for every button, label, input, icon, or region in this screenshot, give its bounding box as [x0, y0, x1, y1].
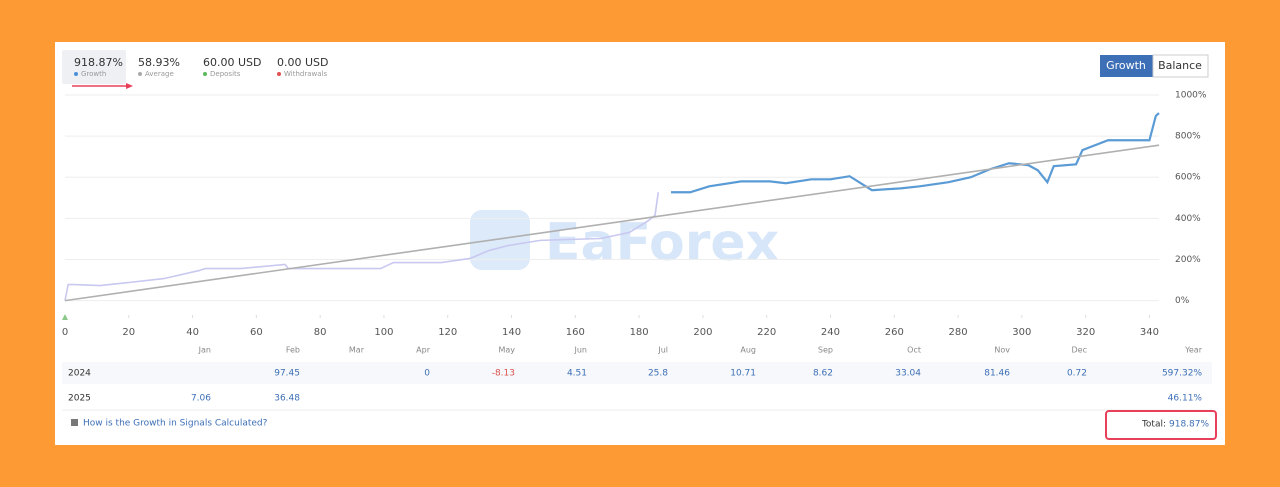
- x-tick-label: 0: [62, 327, 68, 338]
- y-tick-label: 400%: [1175, 214, 1201, 224]
- y-tick-label: 200%: [1175, 255, 1201, 265]
- stat-dot: [203, 72, 207, 76]
- month-header: Oct: [907, 346, 921, 355]
- x-tick-label: 120: [438, 327, 457, 338]
- series-line: [671, 112, 1160, 194]
- watermark-logo: [470, 210, 530, 270]
- stat-value: 0.00 USD: [277, 56, 329, 69]
- button-label[interactable]: Balance: [1158, 59, 1202, 72]
- table-cell: 25.8: [648, 369, 668, 379]
- x-tick-label: 200: [693, 327, 712, 338]
- help-link[interactable]: How is the Growth in Signals Calculated?: [83, 419, 268, 429]
- month-header: Apr: [416, 346, 431, 355]
- row-year: 2024: [68, 369, 91, 379]
- highlight-box: [1105, 410, 1217, 440]
- start-marker: [62, 314, 68, 320]
- table-cell: 81.46: [984, 369, 1010, 379]
- y-tick-label: 1000%: [1175, 91, 1207, 101]
- x-tick-label: 280: [949, 327, 968, 338]
- month-header: Jan: [198, 346, 211, 355]
- month-header: Dec: [1072, 346, 1087, 355]
- stat-value: 58.93%: [138, 56, 180, 69]
- month-header: Year: [1184, 346, 1203, 355]
- button-growth[interactable]: [1100, 55, 1153, 77]
- x-tick-label: 160: [566, 327, 585, 338]
- total-value: 918.87%: [1169, 420, 1209, 430]
- table-cell: 4.51: [567, 369, 587, 379]
- month-header: May: [498, 346, 515, 355]
- x-tick-label: 260: [885, 327, 904, 338]
- watermark: EaForex: [545, 213, 779, 273]
- x-tick-label: 40: [186, 327, 199, 338]
- stat-label: Deposits: [210, 70, 241, 78]
- x-tick-label: 240: [821, 327, 840, 338]
- y-tick-label: 800%: [1175, 132, 1201, 142]
- active-stat-bg: [62, 50, 126, 84]
- row-year: 2025: [68, 394, 91, 404]
- stat-dot: [74, 72, 78, 76]
- stat-label: Average: [145, 70, 174, 78]
- month-header: Jun: [574, 346, 588, 355]
- series-line: [64, 192, 660, 301]
- month-header: Sep: [818, 346, 833, 355]
- button-label[interactable]: Growth: [1106, 59, 1146, 72]
- month-header: Nov: [994, 346, 1010, 355]
- x-tick-label: 80: [314, 327, 327, 338]
- row-bg: [62, 362, 1212, 384]
- x-tick-label: 320: [1076, 327, 1095, 338]
- stat-label: Withdrawals: [284, 70, 327, 78]
- table-cell: 10.71: [730, 369, 756, 379]
- x-tick-label: 100: [374, 327, 393, 338]
- table-cell: 46.11%: [1168, 394, 1203, 404]
- y-tick-label: 600%: [1175, 173, 1201, 183]
- table-cell: -8.13: [492, 369, 515, 379]
- x-tick-label: 300: [1012, 327, 1031, 338]
- x-tick-label: 60: [250, 327, 263, 338]
- series-line: [64, 144, 1160, 302]
- table-cell: 0.72: [1067, 369, 1087, 379]
- stat-value: 918.87%: [74, 56, 123, 69]
- table-cell: 597.32%: [1162, 369, 1202, 379]
- icon: [71, 419, 78, 426]
- total-label: Total:: [1141, 420, 1166, 430]
- stat-dot: [138, 72, 142, 76]
- button-balance[interactable]: [1152, 54, 1209, 78]
- table-cell: 0: [424, 369, 430, 379]
- table-cell: 7.06: [191, 394, 211, 404]
- x-tick-label: 140: [502, 327, 521, 338]
- month-header: Mar: [349, 346, 365, 355]
- stat-label: Growth: [81, 70, 106, 78]
- x-tick-label: 340: [1140, 327, 1159, 338]
- table-cell: 36.48: [274, 394, 300, 404]
- month-header: Jul: [657, 346, 668, 355]
- x-tick-label: 220: [757, 327, 776, 338]
- month-header: Aug: [740, 346, 756, 355]
- x-tick-label: 20: [122, 327, 135, 338]
- table-cell: 97.45: [274, 369, 300, 379]
- arrow-head: [126, 83, 133, 89]
- table-cell: 8.62: [813, 369, 833, 379]
- x-tick-label: 180: [630, 327, 649, 338]
- stat-dot: [277, 72, 281, 76]
- table-cell: 33.04: [895, 369, 921, 379]
- stat-value: 60.00 USD: [203, 56, 262, 69]
- y-tick-label: 0%: [1175, 296, 1190, 306]
- month-header: Feb: [286, 346, 300, 355]
